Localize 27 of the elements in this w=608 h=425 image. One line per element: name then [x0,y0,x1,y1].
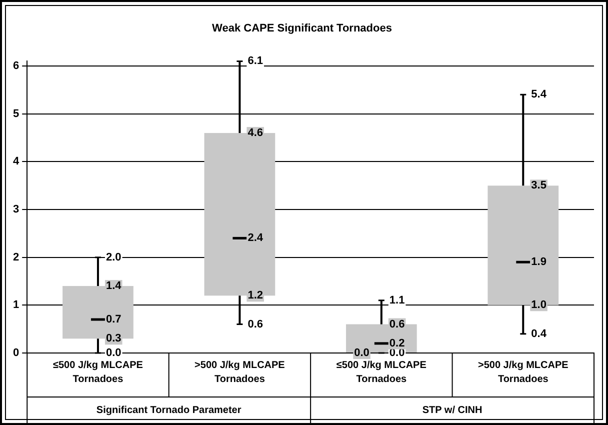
text: 1.4 [106,280,122,292]
text: 2.4 [248,232,263,244]
y-tick-label: 4 [12,156,20,168]
text: 1.9 [531,256,546,268]
text: 5.4 [531,88,546,101]
text: 0.6 [389,318,405,330]
text: 2.0 [106,251,122,264]
text: 1.1 [389,294,405,306]
y-tick-label: 0 [12,347,20,360]
text: 0.4 [531,328,546,340]
y-tick-label: 2 [12,251,20,264]
text: 6.1 [248,55,263,68]
text: Significant Tornado Parameter [96,404,242,416]
text: 0.3 [106,332,122,345]
y-tick-label: 1 [12,299,20,312]
text: 4.6 [248,126,263,139]
text: STP w/ CINH [422,404,482,416]
y-tick-label: 6 [12,60,20,72]
text: 3.5 [531,180,546,192]
text: 0.2 [389,337,405,350]
text: 0.7 [106,314,122,326]
y-tick-label: 3 [12,204,20,216]
text: 0.6 [248,318,263,330]
y-tick-label: 5 [12,108,20,120]
text: 1.0 [531,299,546,312]
chart-title: Weak CAPE Significant Tornadoes [212,22,392,35]
text: 1.2 [248,290,263,302]
